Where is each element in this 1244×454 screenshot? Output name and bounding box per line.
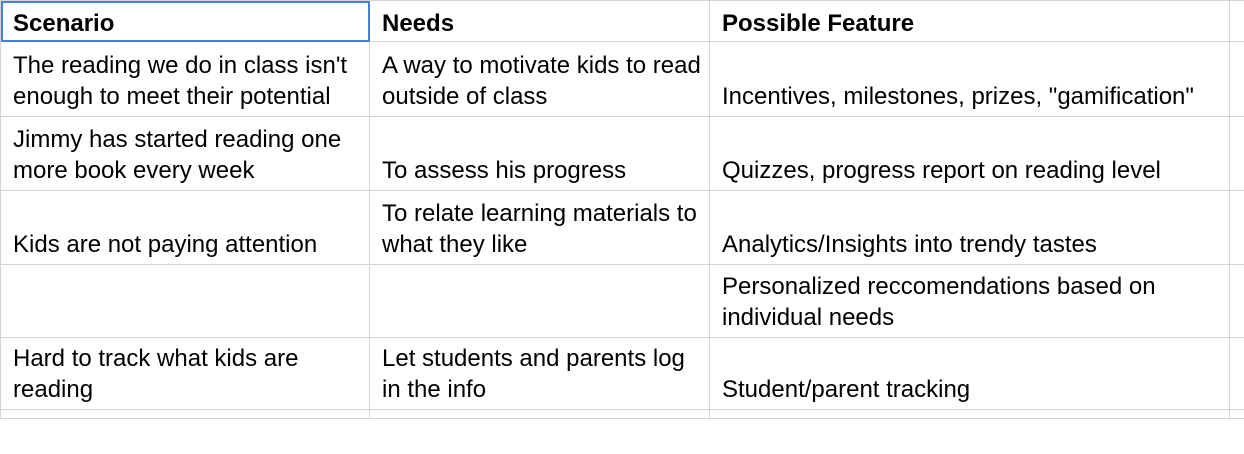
cell-empty[interactable]: [1229, 116, 1244, 191]
cell-needs[interactable]: To assess his progress: [369, 116, 710, 191]
cell-header-needs[interactable]: Needs: [369, 0, 710, 42]
table-row: Personalized reccomendations based on in…: [0, 264, 1244, 338]
cell-feature[interactable]: Quizzes, progress report on reading leve…: [709, 116, 1230, 191]
cell-feature[interactable]: Incentives, milestones, prizes, "gamific…: [709, 41, 1230, 117]
cell-feature[interactable]: Analytics/Insights into trendy tastes: [709, 190, 1230, 265]
table-row: Jimmy has started reading one more book …: [0, 116, 1244, 191]
cell-empty[interactable]: [0, 409, 370, 419]
cell-empty[interactable]: [1229, 0, 1244, 42]
header-row: Scenario Needs Possible Feature: [0, 0, 1244, 42]
table-row: Hard to track what kids are reading Let …: [0, 337, 1244, 410]
cell-scenario[interactable]: Kids are not paying attention: [0, 190, 370, 265]
cell-scenario[interactable]: [0, 264, 370, 338]
table-row: The reading we do in class isn't enough …: [0, 41, 1244, 117]
cell-needs[interactable]: To relate learning materials to what the…: [369, 190, 710, 265]
cell-feature[interactable]: Student/parent tracking: [709, 337, 1230, 410]
cell-empty[interactable]: [1229, 409, 1244, 419]
cell-empty[interactable]: [1229, 264, 1244, 338]
cell-empty[interactable]: [1229, 190, 1244, 265]
spreadsheet-grid: Scenario Needs Possible Feature The read…: [0, 0, 1244, 419]
cell-needs[interactable]: Let students and parents log in the info: [369, 337, 710, 410]
cell-empty[interactable]: [1229, 41, 1244, 117]
cell-feature[interactable]: Personalized reccomendations based on in…: [709, 264, 1230, 338]
cell-empty[interactable]: [709, 409, 1230, 419]
table-row: Kids are not paying attention To relate …: [0, 190, 1244, 265]
cell-scenario[interactable]: The reading we do in class isn't enough …: [0, 41, 370, 117]
cell-header-feature[interactable]: Possible Feature: [709, 0, 1230, 42]
cell-empty[interactable]: [369, 409, 710, 419]
cell-scenario[interactable]: Hard to track what kids are reading: [0, 337, 370, 410]
cell-needs[interactable]: A way to motivate kids to read outside o…: [369, 41, 710, 117]
cell-header-scenario[interactable]: Scenario: [0, 0, 370, 42]
cell-scenario[interactable]: Jimmy has started reading one more book …: [0, 116, 370, 191]
cell-empty[interactable]: [1229, 337, 1244, 410]
table-row: [0, 409, 1244, 419]
cell-needs[interactable]: [369, 264, 710, 338]
